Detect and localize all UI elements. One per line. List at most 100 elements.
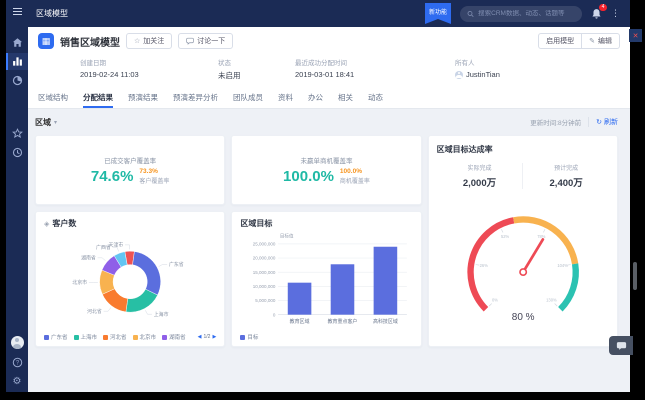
kpi-card-customer-coverage: 已成交客户覆盖率 74.6% 73.3% 客户覆盖率: [35, 135, 226, 205]
global-search[interactable]: [460, 5, 582, 22]
tab-6[interactable]: 办公: [308, 92, 323, 102]
search-input[interactable]: [478, 10, 575, 17]
edit-icon: ✎: [589, 38, 595, 45]
svg-text:高科技区域: 高科技区域: [373, 318, 398, 325]
gauge-chart: 0% 26% 52% 78% 104% 130% 80 %: [467, 216, 579, 323]
legend-item[interactable]: 北京市: [132, 333, 156, 341]
kpi-card-opportunity-coverage: 未赢单商机覆盖率 100.0% 100.0% 商机覆盖率: [231, 135, 422, 205]
gauge-stat-actual: 实际完成 2,000万: [462, 166, 497, 189]
legend-pager: ◀ 1/2 ▶: [197, 334, 217, 340]
sidebar-item-settings[interactable]: ⚙: [6, 373, 28, 390]
enable-model-button[interactable]: 启用模型: [538, 33, 583, 49]
gauge-title: 区域目标达成率: [436, 145, 493, 154]
header-fields: 创建日期 2019-02-24 11:03 状态 未启用 最近成功分配时间 2019-03…: [38, 57, 620, 81]
tab-3[interactable]: 预演差异分析: [173, 92, 218, 102]
chat-bubble-icon: [616, 341, 626, 350]
user-avatar[interactable]: [10, 336, 24, 349]
sidebar: ? ⚙: [6, 27, 28, 392]
tab-4[interactable]: 团队成员: [233, 92, 263, 102]
svg-text:104%: 104%: [557, 263, 568, 268]
new-feature-ribbon[interactable]: 新功能: [425, 3, 451, 24]
sidebar-item-analytics[interactable]: [6, 53, 28, 70]
svg-text:25,000,000: 25,000,000: [253, 242, 276, 247]
sidebar-item-home[interactable]: [6, 34, 28, 51]
bell-icon: [592, 8, 601, 19]
tab-5[interactable]: 资料: [278, 92, 293, 102]
notifications-bell[interactable]: 4: [591, 3, 607, 20]
tab-1[interactable]: 分配结果: [83, 88, 113, 108]
tab-2[interactable]: 预演结果: [128, 92, 158, 102]
chat-dock-tab[interactable]: [609, 336, 633, 355]
sidebar-item-recent[interactable]: [6, 144, 28, 161]
field-2: 最近成功分配时间 2019-03-01 18:41: [295, 60, 355, 79]
legend-item[interactable]: 上海市: [73, 333, 97, 341]
field-3: 所有人 JustinTian: [455, 60, 500, 79]
legend-item[interactable]: 广东省: [44, 333, 68, 341]
sidebar-item-help[interactable]: ?: [6, 354, 28, 371]
svg-text:教育区域: 教育区域: [290, 318, 310, 325]
close-panel-tab[interactable]: ✕: [629, 29, 642, 42]
legend-item[interactable]: 目标: [240, 333, 258, 341]
tab-bar: 区域结构 分配结果 预演结果 预演差异分析 团队成员 资料 办公 相关 动态: [28, 88, 630, 109]
tab-0[interactable]: 区域结构: [38, 92, 68, 102]
content: 区域 ▾ 更新时间:8分钟前 ↻ 刷新 已成交客户覆盖率: [28, 109, 630, 392]
more-menu-icon[interactable]: ⋮: [611, 8, 620, 18]
refresh-icon: ↻: [596, 119, 602, 126]
model-icon: ▦: [38, 33, 54, 49]
legend-next-icon[interactable]: ▶: [212, 334, 217, 340]
field-0: 创建日期 2019-02-24 11:03: [80, 60, 139, 79]
owner-avatar: [455, 70, 463, 79]
pie-chart-icon: [12, 75, 22, 86]
chevron-down-icon: ▾: [54, 119, 58, 126]
legend-item[interactable]: 湖南省: [162, 333, 186, 341]
svg-text:130%: 130%: [546, 298, 557, 303]
gauge-value: 80 %: [511, 312, 534, 323]
legend-item[interactable]: 河北省: [103, 333, 127, 341]
svg-text:26%: 26%: [479, 263, 488, 268]
star-icon: [11, 128, 23, 139]
clock-icon: [12, 147, 22, 158]
tab-8[interactable]: 动态: [368, 92, 383, 102]
chart-diamond-icon: ◈: [44, 220, 50, 228]
tab-7[interactable]: 相关: [338, 92, 353, 102]
app-window: 区域模型 新功能 4 ⋮: [6, 0, 630, 392]
follow-button[interactable]: ☆ 加关注: [126, 33, 173, 49]
sidebar-item-reports[interactable]: [6, 72, 28, 89]
discuss-button[interactable]: 讨论一下: [178, 33, 234, 49]
region-filter[interactable]: 区域 ▾: [35, 117, 58, 127]
svg-text:15,000,000: 15,000,000: [253, 270, 276, 275]
topbar-title: 区域模型: [36, 9, 68, 18]
refresh-button[interactable]: ↻ 刷新: [596, 119, 618, 126]
bar-title: 区域目标: [240, 219, 273, 228]
legend-prev-icon[interactable]: ◀: [197, 334, 202, 340]
bar-legend: 目标: [240, 333, 412, 341]
donut-title: ◈ 客户数: [44, 219, 77, 228]
chat-icon: [186, 37, 195, 45]
notification-count: 4: [599, 3, 607, 11]
svg-text:广东省: 广东省: [169, 261, 184, 268]
home-icon: [12, 38, 22, 47]
kpi-value: 74.6%: [90, 168, 134, 185]
sidebar-item-favorites[interactable]: [6, 125, 28, 142]
svg-text:52%: 52%: [501, 234, 510, 239]
page-header: ▦ 销售区域模型 ☆ 加关注 讨论一下 启用模型: [28, 27, 630, 88]
svg-text:10,000,000: 10,000,000: [253, 284, 276, 289]
svg-text:天津市: 天津市: [108, 242, 123, 249]
svg-text:78%: 78%: [537, 234, 546, 239]
edit-button[interactable]: ✎ 编辑: [581, 33, 620, 49]
scrollbar-thumb[interactable]: [633, 262, 637, 290]
topbar: 区域模型 新功能 4 ⋮: [6, 0, 630, 27]
bar-chart: 目标值 25,000,000 20,000,000 15,000,000 10,000,…: [253, 233, 408, 325]
field-1: 状态 未启用: [218, 60, 241, 80]
svg-text:河北省: 河北省: [87, 308, 102, 315]
svg-text:上海市: 上海市: [154, 311, 169, 318]
svg-text:0: 0: [273, 312, 276, 317]
svg-text:目标值: 目标值: [280, 233, 294, 240]
svg-text:广西省: 广西省: [96, 244, 111, 251]
gauge-stat-target: 预计完成 2,400万: [522, 163, 609, 189]
updated-time: 更新时间:8分钟前: [530, 120, 582, 127]
svg-text:?: ?: [15, 361, 19, 367]
svg-text:5,000,000: 5,000,000: [256, 298, 277, 303]
gauge-card: 区域目标达成率 实际完成 2,000万 预计完成 2,400万 0% 26% 5: [427, 135, 618, 347]
